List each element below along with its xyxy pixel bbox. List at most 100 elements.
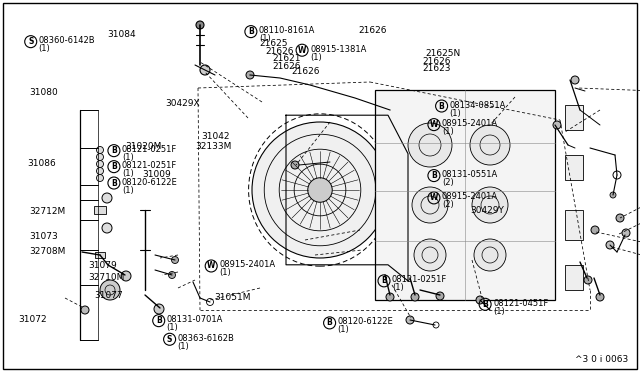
Circle shape [100,280,120,300]
Text: 31009: 31009 [142,170,171,179]
Text: 32710M: 32710M [88,273,125,282]
Text: 31084: 31084 [108,30,136,39]
Circle shape [406,316,414,324]
Text: 31077: 31077 [95,291,124,300]
Text: 08360-6142B: 08360-6142B [38,36,95,45]
Circle shape [476,296,484,304]
Text: (1): (1) [122,186,134,195]
Circle shape [102,223,112,233]
Text: (1): (1) [219,269,231,278]
Circle shape [200,65,210,75]
Text: 32708M: 32708M [29,247,65,256]
Bar [565,105,583,130]
Bar [375,90,555,300]
Circle shape [553,121,561,129]
Text: (1): (1) [178,342,189,351]
Text: B: B [327,318,332,327]
Text: (1): (1) [166,323,179,332]
Circle shape [196,21,204,29]
Text: B: B [111,146,116,155]
Text: W: W [298,46,307,55]
Bar [565,265,583,290]
Circle shape [616,214,624,222]
Text: 31051M: 31051M [214,293,251,302]
Circle shape [252,122,388,258]
Text: 31020M: 31020M [125,142,161,151]
Text: 21626: 21626 [291,67,320,76]
Text: S: S [28,37,33,46]
Text: 21626: 21626 [272,62,301,71]
Text: (1): (1) [392,283,404,292]
Text: (2): (2) [442,201,454,209]
Text: 08915-2401A: 08915-2401A [442,119,498,128]
Text: B: B [156,316,161,325]
Circle shape [411,293,419,301]
Text: 08121-0251F: 08121-0251F [122,161,177,170]
Text: B: B [431,171,436,180]
Text: W: W [429,193,438,202]
Text: B: B [439,102,444,110]
Text: 21625N: 21625N [426,49,461,58]
Circle shape [308,178,332,202]
Circle shape [97,147,104,154]
Text: B: B [111,179,116,187]
Text: 21623: 21623 [422,64,451,73]
Text: 08131-0701A: 08131-0701A [166,315,223,324]
Text: (1): (1) [38,44,51,53]
Text: 08121-0251F: 08121-0251F [122,145,177,154]
Bar [565,210,583,240]
Circle shape [154,304,164,314]
Text: 31079: 31079 [88,262,117,270]
Text: S: S [167,335,172,344]
Text: 21626: 21626 [358,26,387,35]
Circle shape [168,272,175,279]
Text: (1): (1) [310,53,322,62]
Bar [95,252,105,258]
Text: (1): (1) [338,326,349,334]
Circle shape [172,257,179,263]
Text: 21621: 21621 [272,54,301,63]
Text: ^3 0 i 0063: ^3 0 i 0063 [575,355,628,364]
Text: (1): (1) [122,169,134,178]
Text: 32133M: 32133M [195,142,232,151]
Text: 30429Y: 30429Y [470,206,504,215]
Text: 08120-6122E: 08120-6122E [338,317,394,326]
Text: 31086: 31086 [28,159,56,168]
Text: B: B [248,27,253,36]
Circle shape [97,167,104,174]
Bar [565,155,583,180]
Text: 08134-0851A: 08134-0851A [449,100,506,109]
Circle shape [474,239,506,271]
Text: 08120-6122E: 08120-6122E [122,177,178,186]
Text: (1): (1) [259,34,271,43]
Text: (1): (1) [449,109,461,118]
Text: 08110-8161A: 08110-8161A [259,26,316,35]
Text: 08915-2401A: 08915-2401A [442,192,498,201]
Text: (1): (1) [442,127,454,136]
Circle shape [584,276,592,284]
Text: 08131-0551A: 08131-0551A [442,170,498,179]
Circle shape [610,192,616,198]
Text: 08915-2401A: 08915-2401A [219,260,275,269]
Text: 08121-0251F: 08121-0251F [392,275,447,284]
Text: 21625: 21625 [259,39,288,48]
Text: 31080: 31080 [29,88,58,97]
Text: 21626: 21626 [422,57,451,66]
Text: (1): (1) [493,307,505,316]
Bar [94,206,106,214]
Circle shape [470,125,510,165]
Text: (1): (1) [122,153,134,162]
Text: 08915-1381A: 08915-1381A [310,45,367,54]
Circle shape [246,71,254,79]
Circle shape [102,193,112,203]
Text: W: W [429,120,438,129]
Text: 31073: 31073 [29,232,58,241]
Circle shape [412,187,448,223]
Text: 08363-6162B: 08363-6162B [178,334,234,343]
Circle shape [436,292,444,300]
Text: 32712M: 32712M [29,207,65,216]
Text: B: B [381,276,387,285]
Text: 31042: 31042 [202,132,230,141]
Circle shape [97,160,104,167]
Circle shape [408,123,452,167]
